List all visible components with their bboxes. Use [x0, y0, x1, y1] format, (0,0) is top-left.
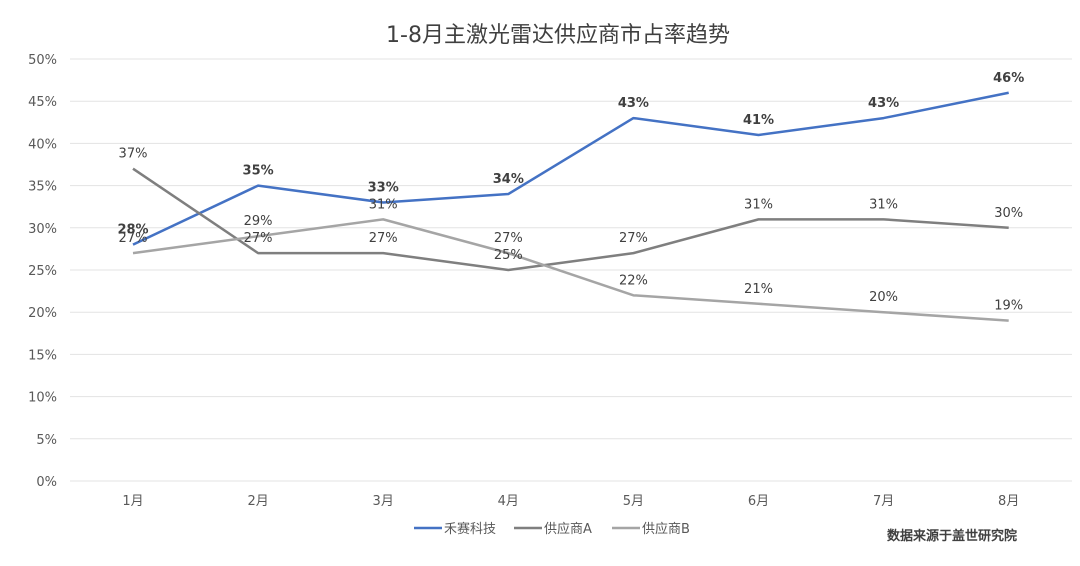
series-line-3: [132, 218, 1009, 322]
series-line-2: [132, 167, 1009, 272]
y-tick-label: 15%: [28, 348, 57, 363]
data-label: 43%: [868, 96, 899, 111]
x-tick-label: 4月: [498, 494, 519, 509]
y-tick-label: 35%: [28, 180, 57, 195]
x-tick-label: 2月: [247, 494, 268, 509]
x-axis: 1月 2月 3月 4月 5月 6月 7月 8月: [122, 494, 1019, 509]
data-label: 31%: [369, 197, 398, 212]
data-label: 31%: [744, 197, 773, 212]
data-label: 25%: [494, 248, 523, 263]
data-label: 27%: [494, 231, 523, 246]
source-note: 数据来源于盖世研究院: [887, 528, 1017, 544]
legend-item-2: 供应商A: [514, 521, 592, 537]
gridlines: [70, 58, 1072, 482]
legend-label: 供应商B: [642, 521, 690, 537]
legend-label: 禾赛科技: [444, 521, 496, 537]
data-label: 27%: [119, 231, 148, 246]
x-tick-label: 7月: [873, 494, 894, 509]
y-axis: 0% 5% 10% 15% 20% 25% 30% 35% 40% 45% 50%: [28, 53, 57, 490]
x-tick-label: 5月: [623, 494, 644, 509]
legend-item-3: 供应商B: [612, 521, 690, 537]
data-label: 19%: [994, 299, 1023, 314]
series-lines: [132, 91, 1009, 322]
y-tick-label: 45%: [28, 95, 57, 110]
x-tick-label: 1月: [122, 494, 143, 509]
y-tick-label: 40%: [28, 137, 57, 152]
y-tick-label: 20%: [28, 306, 57, 321]
legend-item-1: 禾赛科技: [414, 521, 496, 537]
y-tick-label: 5%: [36, 433, 57, 448]
x-tick-label: 6月: [748, 494, 769, 509]
data-label: 29%: [244, 214, 273, 229]
data-label: 35%: [243, 164, 274, 179]
legend: 禾赛科技 供应商A 供应商B: [414, 521, 690, 537]
y-tick-label: 10%: [28, 391, 57, 406]
data-label: 37%: [119, 147, 148, 162]
data-label: 43%: [618, 96, 649, 111]
data-label: 20%: [869, 290, 898, 305]
data-label: 22%: [619, 273, 648, 288]
y-tick-label: 25%: [28, 264, 57, 279]
data-label: 27%: [244, 231, 273, 246]
x-tick-label: 8月: [998, 494, 1019, 509]
data-label: 33%: [368, 180, 399, 195]
data-labels: 28% 35% 33% 34% 43% 41% 43% 46% 37% 27% 27% 25% 27% 3…: [117, 71, 1024, 314]
legend-label: 供应商A: [544, 521, 592, 537]
y-tick-label: 50%: [28, 53, 57, 68]
series-line-1: [132, 91, 1009, 246]
data-label: 27%: [369, 231, 398, 246]
data-label: 46%: [993, 71, 1024, 86]
data-label: 34%: [493, 172, 524, 187]
data-label: 21%: [744, 282, 773, 297]
x-tick-label: 3月: [373, 494, 394, 509]
data-label: 30%: [994, 206, 1023, 221]
chart-title: 1-8月主激光雷达供应商市占率趋势: [386, 23, 730, 48]
y-tick-label: 0%: [36, 475, 57, 490]
data-label: 41%: [743, 113, 774, 128]
data-label: 27%: [619, 231, 648, 246]
data-label: 31%: [869, 197, 898, 212]
y-tick-label: 30%: [28, 222, 57, 237]
data-label: 28%: [117, 223, 148, 238]
